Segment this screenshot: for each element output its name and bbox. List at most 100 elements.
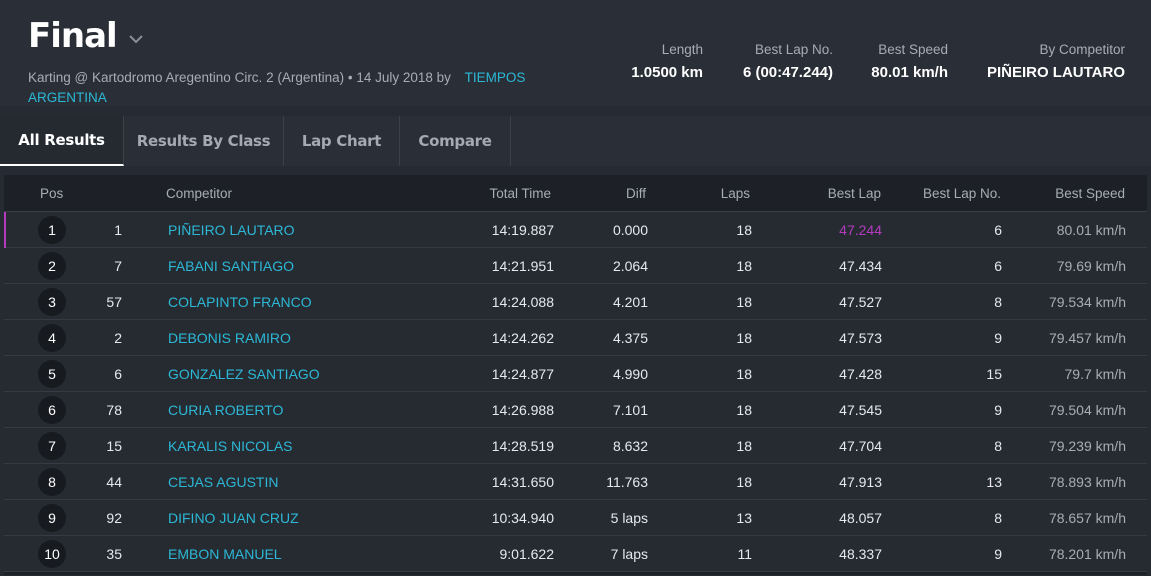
position-badge: 10: [38, 540, 66, 568]
laps: 18: [736, 402, 752, 418]
col-laps[interactable]: Laps: [720, 186, 750, 201]
laps: 18: [736, 366, 752, 382]
event-header: Final Karting @ Kartodromo Aregentino Ci…: [0, 0, 1151, 106]
stat-value: PIÑEIRO LAUTARO: [986, 64, 1125, 81]
total-time: 14:28.519: [491, 438, 554, 454]
best-lap: 47.704: [839, 438, 882, 454]
kart-number: 2: [114, 330, 122, 346]
kart-number: 78: [106, 402, 122, 418]
laps: 18: [736, 222, 752, 238]
table-header: Pos Competitor Total Time Diff Laps Best…: [4, 175, 1147, 212]
table-row[interactable]: 5 6 GONZALEZ SANTIAGO 14:24.877 4.990 18…: [4, 356, 1147, 392]
kart-number: 15: [106, 438, 122, 454]
stat-value: 80.01 km/h: [871, 64, 948, 81]
laps: 13: [736, 510, 752, 526]
laps: 18: [736, 258, 752, 274]
best-lap: 47.913: [839, 474, 882, 490]
competitor-link[interactable]: GONZALEZ SANTIAGO: [168, 366, 320, 382]
total-time: 14:26.988: [491, 402, 554, 418]
total-time: 10:34.940: [491, 510, 554, 526]
event-details: Karting @ Kartodromo Aregentino Circ. 2 …: [28, 70, 451, 85]
best-speed: 79.504 km/h: [1048, 402, 1126, 418]
diff: 7.101: [612, 402, 648, 418]
kart-number: 1: [114, 222, 122, 238]
table-row[interactable]: 8 44 CEJAS AGUSTIN 14:31.650 11.763 18 4…: [4, 464, 1147, 500]
competitor-link[interactable]: CEJAS AGUSTIN: [168, 474, 279, 490]
results-table: Pos Competitor Total Time Diff Laps Best…: [4, 175, 1147, 575]
organizer-link[interactable]: TIEMPOS ARGENTINA: [28, 70, 526, 105]
diff: 4.990: [612, 366, 648, 382]
table-row[interactable]: 1 1 PIÑEIRO LAUTARO 14:19.887 0.000 18 4…: [4, 212, 1147, 248]
stat-label: By Competitor: [1039, 42, 1125, 57]
best-lap-no: 8: [994, 438, 1002, 454]
competitor-link[interactable]: PIÑEIRO LAUTARO: [168, 222, 295, 238]
best-speed: 79.69 km/h: [1056, 258, 1126, 274]
best-lap-no: 6: [994, 222, 1002, 238]
table-row[interactable]: 7 15 KARALIS NICOLAS 14:28.519 8.632 18 …: [4, 428, 1147, 464]
position-badge: 7: [38, 432, 66, 460]
competitor-link[interactable]: DIFINO JUAN CRUZ: [168, 510, 299, 526]
diff: 4.375: [612, 330, 648, 346]
results-tabs: All Results Results By Class Lap Chart C…: [0, 116, 1151, 166]
diff: 7 laps: [610, 546, 648, 562]
position-badge: 9: [38, 504, 66, 532]
position-badge: 5: [38, 360, 66, 388]
col-best-lap[interactable]: Best Lap: [827, 186, 881, 201]
best-lap: 47.428: [839, 366, 882, 382]
col-competitor[interactable]: Competitor: [166, 186, 233, 201]
tab-results-by-class[interactable]: Results By Class: [124, 116, 284, 166]
total-time: 14:19.887: [491, 222, 554, 238]
stat-length: Length 1.0500 km: [631, 42, 703, 81]
tab-compare[interactable]: Compare: [400, 116, 511, 166]
session-title-group: Final: [28, 16, 145, 56]
competitor-link[interactable]: EMBON MANUEL: [168, 546, 282, 562]
stat-best-lap-no: Best Lap No. 6 (00:47.244): [743, 42, 833, 81]
total-time: 9:01.622: [499, 546, 555, 562]
tab-all-results[interactable]: All Results: [0, 116, 124, 166]
best-lap-no: 9: [994, 546, 1002, 562]
competitor-link[interactable]: CURIA ROBERTO: [168, 402, 284, 418]
stat-by-competitor: By Competitor PIÑEIRO LAUTARO: [987, 42, 1125, 81]
table-row[interactable]: 9 92 DIFINO JUAN CRUZ 10:34.940 5 laps 1…: [4, 500, 1147, 536]
position-badge: 6: [38, 396, 66, 424]
diff: 4.201: [612, 294, 648, 310]
best-speed: 79.7 km/h: [1064, 366, 1126, 382]
best-lap-no: 8: [994, 294, 1002, 310]
total-time: 14:31.650: [491, 474, 554, 490]
competitor-link[interactable]: KARALIS NICOLAS: [168, 438, 293, 454]
table-row[interactable]: 3 57 COLAPINTO FRANCO 14:24.088 4.201 18…: [4, 284, 1147, 320]
laps: 18: [736, 438, 752, 454]
kart-number: 92: [106, 510, 122, 526]
best-lap-no: 6: [994, 258, 1002, 274]
best-lap-no: 8: [994, 510, 1002, 526]
table-row[interactable]: 2 7 FABANI SANTIAGO 14:21.951 2.064 18 4…: [4, 248, 1147, 284]
diff: 2.064: [612, 258, 648, 274]
col-pos[interactable]: Pos: [40, 186, 64, 201]
stat-value: 1.0500 km: [631, 64, 703, 81]
diff: 0.000: [612, 222, 648, 238]
col-best-speed[interactable]: Best Speed: [1055, 186, 1125, 201]
col-diff[interactable]: Diff: [625, 186, 646, 201]
col-total-time[interactable]: Total Time: [489, 186, 551, 201]
best-lap: 48.057: [839, 510, 882, 526]
tab-lap-chart[interactable]: Lap Chart: [284, 116, 400, 166]
event-subtitle: Karting @ Kartodromo Aregentino Circ. 2 …: [28, 68, 568, 108]
laps: 18: [736, 330, 752, 346]
kart-number: 35: [106, 546, 122, 562]
col-best-lap-no[interactable]: Best Lap No.: [922, 186, 1001, 201]
competitor-link[interactable]: COLAPINTO FRANCO: [168, 294, 312, 310]
position-badge: 4: [38, 324, 66, 352]
best-speed: 78.893 km/h: [1048, 474, 1126, 490]
table-row[interactable]: 6 78 CURIA ROBERTO 14:26.988 7.101 18 47…: [4, 392, 1147, 428]
kart-number: 6: [114, 366, 122, 382]
best-speed: 79.239 km/h: [1048, 438, 1126, 454]
best-lap-no: 15: [986, 366, 1002, 382]
best-lap-no: 13: [986, 474, 1002, 490]
best-lap: 47.244: [839, 222, 882, 238]
stat-label: Length: [661, 42, 703, 57]
competitor-link[interactable]: DEBONIS RAMIRO: [168, 330, 291, 346]
chevron-down-icon[interactable]: [127, 30, 145, 48]
competitor-link[interactable]: FABANI SANTIAGO: [168, 258, 295, 274]
table-row[interactable]: 4 2 DEBONIS RAMIRO 14:24.262 4.375 18 47…: [4, 320, 1147, 356]
table-row[interactable]: 10 35 EMBON MANUEL 9:01.622 7 laps 11 48…: [4, 536, 1147, 572]
